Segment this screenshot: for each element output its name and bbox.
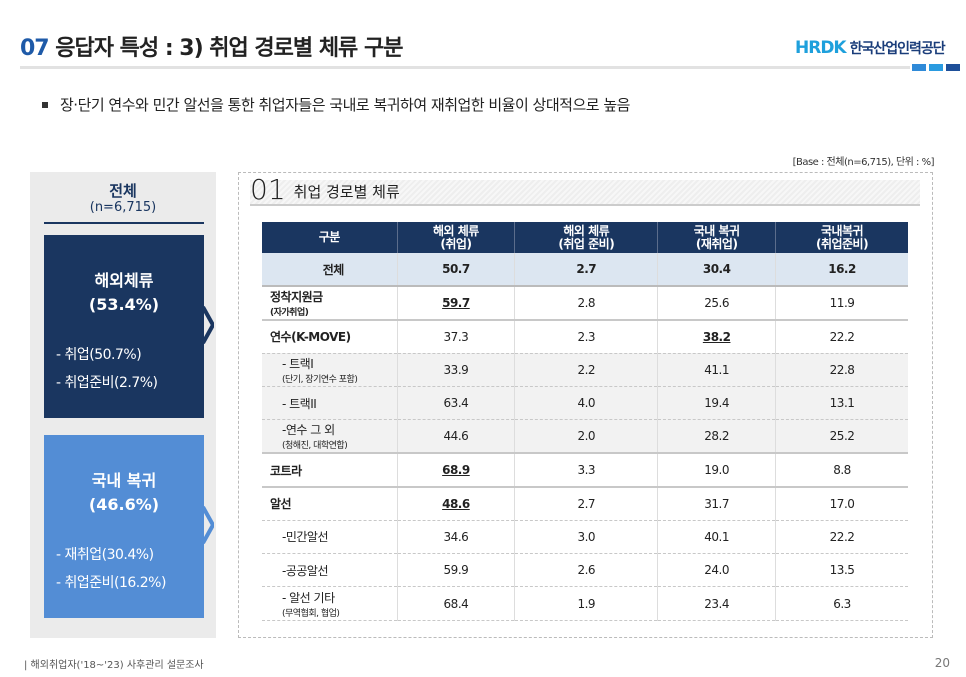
cell-value: 41.1 (657, 353, 776, 388)
cell-value: 2.2 (514, 353, 658, 388)
page-title: 07 응답자 특성 : 3) 취업 경로별 체류 구분 (20, 36, 403, 61)
row-label: 정착지원금 (자가취업) (262, 286, 397, 321)
row-label: - 알선 기타 (무역협회, 협업) (262, 586, 397, 621)
summary-title: 전체 (109, 182, 137, 200)
summary-bullet: 장·단기 연수와 민간 알선을 통한 취업자들은 국내로 복귀하여 재취업한 비… (42, 94, 630, 115)
table-row: - 알선 기타 (무역협회, 협업) 68.4 1.9 23.4 6.3 (262, 586, 908, 621)
section-header: 01 취업 경로별 체류 (250, 176, 920, 206)
cell-value: 19.0 (657, 452, 776, 488)
row-label: - 트랙II (262, 386, 397, 421)
decor-squares (912, 64, 960, 71)
cell-value: 13.5 (775, 553, 908, 588)
row-label: - 트랙I (단기, 장기연수 포함) (262, 353, 397, 388)
column-header: 구분 (262, 222, 397, 253)
column-header: 해외 체류 (취업 준비) (514, 222, 658, 253)
divider (44, 222, 204, 224)
cell-value: 68.9 (396, 452, 515, 488)
cell-value: 2.7 (514, 485, 658, 521)
cell-value: 25.2 (775, 419, 908, 454)
table-row: 코트라 68.9 3.3 19.0 8.8 (262, 452, 908, 488)
column-header: 국내 복귀 (재취업) (657, 222, 776, 253)
cell-value: 8.8 (775, 452, 908, 488)
base-note: [Base : 전체(n=6,715), 단위 : %] (792, 157, 935, 168)
bullet-icon (42, 101, 48, 108)
table-row: 정착지원금 (자가취업) 59.7 2.8 25.6 11.9 (262, 286, 908, 321)
cell-value: 17.0 (775, 485, 908, 521)
table-row: -공공알선 59.9 2.6 24.0 13.5 (262, 553, 908, 588)
cell-value: 13.1 (775, 386, 908, 421)
cell-value: 2.8 (514, 286, 658, 321)
cell-value: 34.6 (396, 520, 515, 555)
cell-value: 19.4 (657, 386, 776, 421)
cell-value: 63.4 (396, 386, 515, 421)
row-label: -민간알선 (262, 520, 397, 555)
logo: HRDK 한국산업인력공단 (795, 38, 946, 58)
cell-value: 25.6 (657, 286, 776, 321)
row-label: -공공알선 (262, 553, 397, 588)
cell-value: 3.0 (514, 520, 658, 555)
chevron-right-icon (202, 506, 214, 544)
cell-value: 38.2 (657, 318, 776, 354)
divider (20, 66, 910, 69)
table-row: 연수(K-MOVE) 37.3 2.3 38.2 22.2 (262, 318, 908, 354)
cell-value: 33.9 (396, 353, 515, 388)
cell-value: 28.2 (657, 419, 776, 454)
table-row: - 트랙I (단기, 장기연수 포함) 33.9 2.2 41.1 22.8 (262, 353, 908, 388)
row-label: 알선 (262, 485, 397, 521)
table-row: -연수 그 외 (청해진, 대학연합) 44.6 2.0 28.2 25.2 (262, 419, 908, 454)
summary-n: (n=6,715) (89, 200, 157, 215)
domestic-box: 국내 복귀 (46.6%) - 재취업(30.4%) - 취업준비(16.2%) (44, 435, 204, 618)
cell-value: 22.2 (775, 318, 908, 354)
source-note: | 해외취업자('18~'23) 사후관리 설문조사 (24, 660, 204, 671)
cell-value: 2.7 (514, 253, 658, 288)
table-panel (238, 172, 933, 638)
cell-value: 48.6 (396, 485, 515, 521)
chevron-right-icon (202, 306, 214, 344)
cell-value: 16.2 (775, 253, 908, 288)
cell-value: 2.0 (514, 419, 658, 454)
cell-value: 1.9 (514, 586, 658, 621)
cell-value: 30.4 (657, 253, 776, 288)
cell-value: 37.3 (396, 318, 515, 354)
overseas-box: 해외체류 (53.4%) - 취업(50.7%) - 취업준비(2.7%) (44, 235, 204, 418)
cell-value: 59.9 (396, 553, 515, 588)
row-label: 코트라 (262, 452, 397, 488)
table-row: -민간알선 34.6 3.0 40.1 22.2 (262, 520, 908, 555)
cell-value: 3.3 (514, 452, 658, 488)
cell-value: 50.7 (396, 253, 515, 288)
cell-value: 22.2 (775, 520, 908, 555)
page-number: 20 (934, 656, 950, 670)
row-label: -연수 그 외 (청해진, 대학연합) (262, 419, 397, 454)
table-row: - 트랙II 63.4 4.0 19.4 13.1 (262, 386, 908, 421)
cell-value: 68.4 (396, 586, 515, 621)
row-label: 전체 (262, 253, 397, 288)
table-row: 전체 50.7 2.7 30.4 16.2 (262, 253, 908, 288)
table-row: 알선 48.6 2.7 31.7 17.0 (262, 485, 908, 521)
cell-value: 2.6 (514, 553, 658, 588)
cell-value: 31.7 (657, 485, 776, 521)
cell-value: 59.7 (396, 286, 515, 321)
cell-value: 22.8 (775, 353, 908, 388)
column-header: 해외 체류 (취업) (396, 222, 515, 253)
cell-value: 2.3 (514, 318, 658, 354)
cell-value: 23.4 (657, 586, 776, 621)
cell-value: 40.1 (657, 520, 776, 555)
column-header: 국내복귀 (취업준비) (775, 222, 908, 253)
cell-value: 44.6 (396, 419, 515, 454)
cell-value: 6.3 (775, 586, 908, 621)
route-stay-table: 구분 해외 체류 (취업) 해외 체류 (취업 준비) 국내 복귀 (재취업) 국내복귀 (취업… (262, 222, 908, 621)
row-label: 연수(K-MOVE) (262, 318, 397, 354)
cell-value: 11.9 (775, 286, 908, 321)
cell-value: 4.0 (514, 386, 658, 421)
cell-value: 24.0 (657, 553, 776, 588)
